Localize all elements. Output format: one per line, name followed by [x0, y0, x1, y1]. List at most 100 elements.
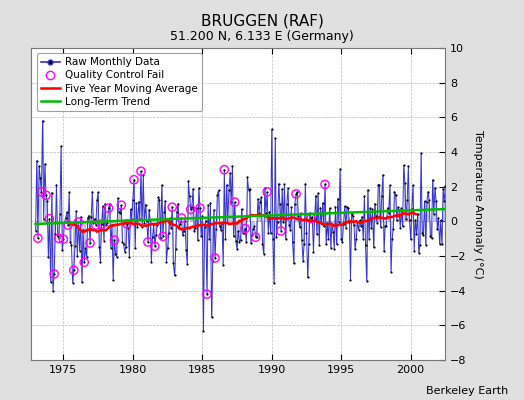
Point — [294, 213, 302, 220]
Point — [59, 236, 68, 242]
Point — [268, 126, 276, 133]
Point — [203, 291, 211, 297]
Point — [335, 219, 343, 225]
Point — [386, 182, 394, 188]
Point — [94, 189, 102, 196]
Point — [60, 219, 69, 225]
Point — [113, 254, 121, 260]
Point — [271, 135, 279, 141]
Point — [329, 229, 337, 236]
Point — [172, 209, 181, 215]
Point — [143, 218, 151, 224]
Point — [259, 250, 268, 257]
Point — [310, 216, 319, 222]
Point — [82, 253, 91, 260]
Point — [241, 226, 249, 232]
Point — [391, 192, 400, 198]
Point — [97, 221, 106, 227]
Point — [152, 232, 160, 238]
Point — [179, 232, 187, 238]
Point — [37, 188, 46, 195]
Point — [77, 214, 85, 220]
Point — [385, 209, 393, 216]
Point — [354, 226, 363, 233]
Point — [137, 168, 145, 174]
Point — [158, 182, 166, 188]
Point — [206, 200, 215, 206]
Point — [38, 118, 47, 124]
Point — [123, 221, 131, 227]
Point — [130, 176, 138, 183]
Point — [441, 182, 450, 189]
Point — [75, 248, 84, 254]
Point — [80, 259, 89, 266]
Point — [370, 200, 379, 207]
Point — [69, 279, 77, 286]
Point — [70, 267, 78, 273]
Point — [343, 204, 351, 210]
Point — [107, 244, 115, 251]
Point — [414, 250, 423, 256]
Point — [160, 209, 168, 216]
Point — [85, 212, 93, 219]
Point — [204, 202, 212, 208]
Point — [435, 241, 444, 247]
Point — [403, 197, 411, 203]
Point — [180, 228, 188, 234]
Point — [104, 205, 113, 211]
Point — [131, 245, 139, 252]
Point — [380, 248, 388, 255]
Point — [325, 205, 334, 211]
Point — [270, 280, 278, 286]
Point — [430, 211, 438, 217]
Point — [368, 206, 377, 212]
Point — [44, 254, 52, 260]
Point — [53, 233, 62, 239]
Point — [181, 218, 189, 224]
Point — [105, 200, 114, 207]
Point — [92, 222, 100, 228]
Point — [396, 224, 405, 231]
Point — [287, 204, 296, 211]
Point — [247, 240, 255, 246]
Point — [291, 200, 299, 207]
Point — [155, 196, 163, 203]
Point — [258, 241, 267, 247]
Point — [340, 221, 348, 228]
Point — [154, 194, 162, 200]
Point — [80, 259, 89, 266]
Point — [323, 220, 332, 226]
Point — [252, 234, 260, 240]
Point — [359, 236, 367, 242]
Point — [312, 192, 320, 199]
Point — [344, 205, 352, 211]
Point — [133, 224, 141, 230]
Point — [31, 228, 40, 234]
Point — [175, 224, 183, 230]
Point — [83, 215, 92, 221]
Point — [130, 176, 138, 183]
Point — [404, 163, 412, 169]
Point — [147, 258, 156, 265]
Point — [102, 222, 111, 228]
Point — [159, 233, 167, 240]
Point — [252, 234, 260, 240]
Point — [269, 236, 277, 242]
Point — [193, 237, 202, 244]
Point — [377, 193, 386, 200]
Point — [427, 235, 435, 242]
Point — [140, 220, 149, 226]
Point — [45, 216, 53, 222]
Point — [363, 278, 371, 284]
Point — [300, 241, 308, 247]
Point — [110, 237, 118, 243]
Point — [117, 202, 125, 208]
Point — [256, 199, 265, 205]
Point — [440, 198, 449, 204]
Point — [420, 198, 429, 204]
Point — [231, 199, 239, 205]
Point — [93, 197, 101, 204]
Point — [183, 261, 191, 268]
Point — [145, 206, 153, 213]
Point — [277, 228, 285, 234]
